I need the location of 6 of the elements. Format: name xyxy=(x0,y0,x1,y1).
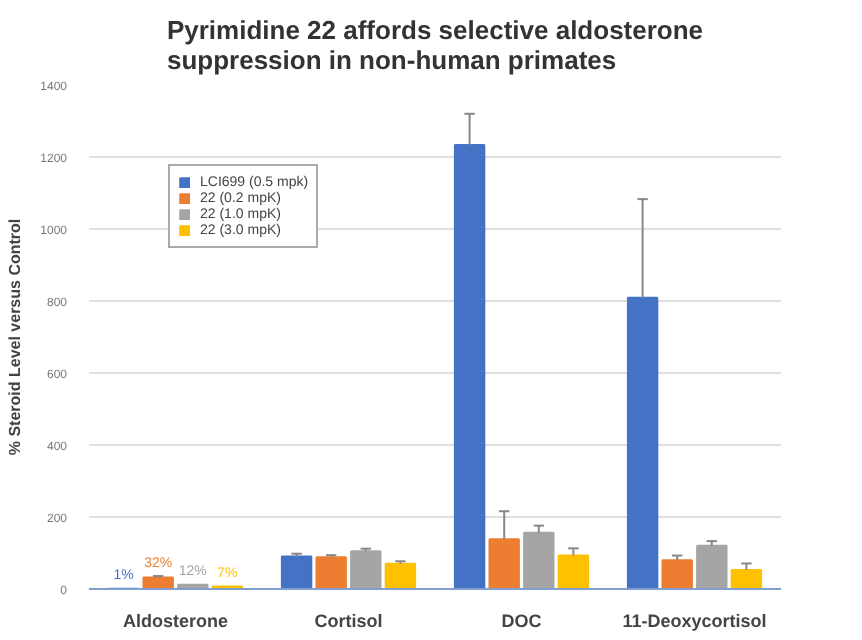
x-tick-label: Cortisol xyxy=(314,611,383,631)
x-tick-label: 11-Deoxycortisol xyxy=(622,611,767,631)
x-tick-label: DOC xyxy=(501,611,543,631)
x-tick-label: Aldosterone xyxy=(122,611,229,631)
y-axis-title: % Steroid Level versus Control xyxy=(6,218,25,456)
chart-title: Pyrimidine 22 affords selective aldosterone suppression in non-human primates xyxy=(166,15,704,75)
